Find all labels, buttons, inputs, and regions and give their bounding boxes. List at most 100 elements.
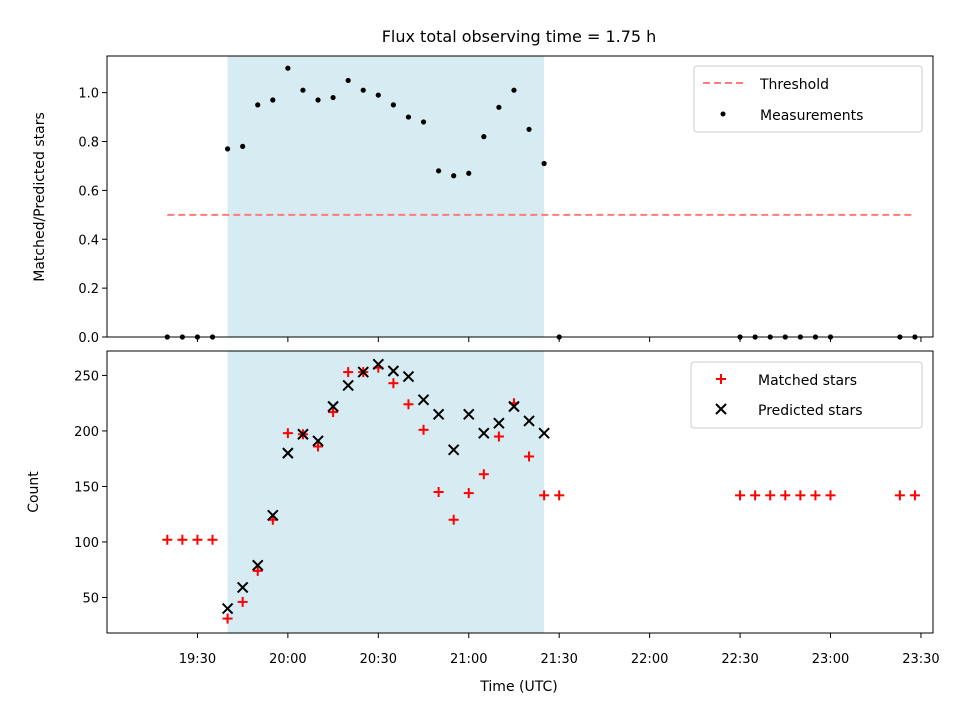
- top-y-tick-label: 0.0: [78, 331, 99, 346]
- predicted-star-point: [327, 400, 339, 413]
- predicted-star-point: [236, 581, 249, 594]
- x-tick-label: 19:30: [179, 652, 216, 667]
- top-y-tick-label: 0.4: [78, 233, 99, 248]
- predicted-star-point: [478, 427, 490, 439]
- matched-star-point: [735, 490, 746, 501]
- measurement-point: [345, 77, 351, 84]
- bottom-legend-box: [690, 361, 923, 429]
- top-legend: Threshold Measurements: [693, 65, 923, 133]
- top-y-axis-label: Matched/Predicted stars: [32, 112, 48, 282]
- predicted-star-point: [417, 394, 430, 406]
- top-y-tick-label: 0.2: [78, 282, 99, 297]
- measurement-point: [315, 97, 321, 103]
- x-tick-label: 21:00: [450, 652, 487, 667]
- matched-star-point: [192, 534, 203, 545]
- matched-star-point: [825, 490, 836, 501]
- x-tick-label: 23:00: [812, 652, 849, 667]
- matched-star-point: [237, 596, 248, 607]
- matched-star-point: [795, 490, 806, 501]
- measurement-point: [240, 143, 246, 150]
- top-legend-box: [693, 65, 923, 133]
- matched-star-point: [780, 490, 791, 501]
- matched-star-point: [403, 399, 414, 410]
- predicted-star-point: [402, 370, 415, 383]
- matched-star-point: [894, 490, 905, 501]
- predicted-star-point: [267, 509, 279, 522]
- matched-star-point: [418, 424, 429, 435]
- measurement-point: [390, 102, 396, 108]
- legend-predicted-swatch: [715, 403, 727, 415]
- legend-matched-label: Matched stars: [758, 373, 857, 389]
- bottom-y-tick-label: 150: [74, 480, 99, 495]
- bottom-panel: 50 100 150 200 250 19:30 20:00 20:30 21:00 21:30…: [74, 350, 940, 667]
- matched-star-point: [750, 490, 761, 501]
- measurement-point: [526, 126, 532, 132]
- matched-star-point: [448, 514, 459, 525]
- predicted-star-point: [508, 400, 520, 413]
- bottom-y-tick-label: 100: [74, 536, 99, 551]
- legend-threshold-label: Threshold: [759, 77, 829, 93]
- measurement-point: [255, 102, 261, 108]
- matched-star-point: [554, 490, 565, 501]
- predicted-star-points: [221, 358, 550, 615]
- predicted-star-point: [297, 428, 309, 440]
- bottom-x-axis: 19:30 20:00 20:30 21:00 21:30 22:00 22:30 23:00…: [179, 633, 940, 667]
- measurement-point: [224, 146, 231, 152]
- measurement-point: [360, 87, 366, 93]
- predicted-star-point: [523, 415, 535, 427]
- matched-star-point: [282, 428, 293, 439]
- matched-star-point: [207, 534, 218, 545]
- measurement-point: [511, 87, 517, 93]
- bottom-y-tick-label: 250: [74, 369, 99, 384]
- matched-star-points: [162, 362, 920, 624]
- measurement-point: [436, 168, 442, 174]
- matched-star-point: [162, 534, 173, 545]
- measurement-point: [466, 170, 472, 176]
- measurement-point: [405, 114, 412, 120]
- matched-star-point: [765, 490, 776, 501]
- top-y-tick-label: 0.8: [78, 136, 99, 151]
- predicted-star-point: [221, 602, 234, 615]
- top-shaded-span: [227, 56, 545, 337]
- predicted-star-point: [447, 444, 460, 456]
- bottom-y-tick-label: 200: [74, 425, 99, 440]
- top-chart-title: Flux total observing time = 1.75 h: [382, 27, 657, 46]
- x-tick-label: 22:30: [721, 652, 758, 667]
- matched-star-point: [524, 451, 535, 462]
- predicted-star-point: [342, 379, 354, 392]
- x-tick-label: 22:00: [631, 652, 668, 667]
- legend-measurements-label: Measurements: [760, 108, 863, 124]
- matched-star-point: [810, 490, 821, 501]
- predicted-star-point: [312, 435, 324, 447]
- matched-star-point: [388, 378, 399, 389]
- measurement-point: [420, 119, 427, 125]
- matched-star-point: [493, 431, 504, 442]
- x-tick-label: 20:30: [360, 652, 397, 667]
- legend-matched-swatch: [716, 374, 726, 384]
- matched-star-point: [177, 534, 188, 545]
- x-tick-label: 20:00: [269, 652, 306, 667]
- predicted-star-point: [538, 427, 550, 439]
- predicted-star-point: [372, 358, 385, 371]
- matched-star-point: [433, 487, 444, 497]
- x-axis-label: Time (UTC): [479, 679, 557, 695]
- matched-star-point: [328, 407, 339, 418]
- predicted-star-point: [252, 559, 264, 571]
- legend-measurements-swatch: [720, 111, 726, 117]
- legend-predicted-label: Predicted stars: [758, 403, 863, 419]
- predicted-star-point: [493, 417, 505, 429]
- matched-star-point: [313, 441, 324, 452]
- predicted-star-point: [432, 408, 445, 420]
- bottom-axes-frame: [106, 350, 934, 634]
- x-tick-label: 21:30: [540, 652, 577, 667]
- measurement-point: [541, 160, 547, 167]
- matched-star-point: [343, 367, 354, 378]
- measurement-point: [375, 92, 381, 98]
- predicted-star-point: [463, 408, 475, 420]
- top-y-tick-label: 1.0: [78, 87, 99, 102]
- bottom-y-tick-label: 50: [82, 591, 99, 606]
- measurement-point: [451, 173, 457, 179]
- top-panel: 0.0 0.2 0.4 0.6 0.8 1.0: [78, 55, 934, 346]
- top-axes-frame: [106, 55, 934, 338]
